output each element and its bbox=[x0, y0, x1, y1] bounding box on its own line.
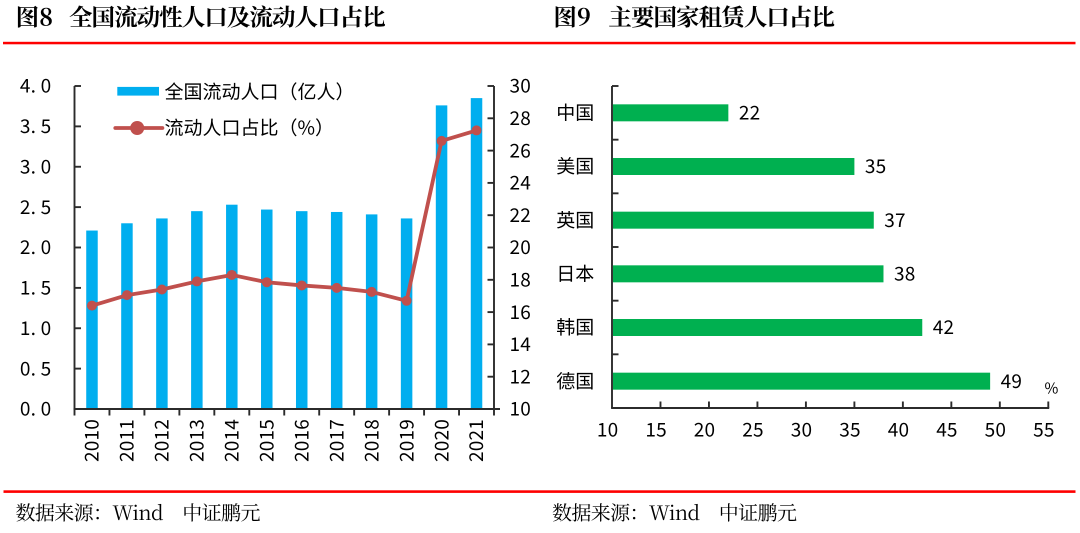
svg-text:30: 30 bbox=[510, 72, 532, 99]
svg-text:35: 35 bbox=[865, 152, 887, 179]
svg-text:2017: 2017 bbox=[322, 419, 349, 462]
svg-text:50: 50 bbox=[985, 416, 1007, 443]
svg-text:%: % bbox=[1045, 378, 1059, 399]
svg-text:2012: 2012 bbox=[148, 419, 175, 462]
svg-text:3. 5: 3. 5 bbox=[20, 112, 51, 139]
svg-text:美国: 美国 bbox=[556, 152, 594, 179]
svg-text:26: 26 bbox=[510, 136, 532, 163]
svg-text:2019: 2019 bbox=[392, 419, 419, 462]
svg-text:35: 35 bbox=[839, 416, 861, 443]
svg-text:0. 5: 0. 5 bbox=[20, 354, 51, 381]
svg-text:2013: 2013 bbox=[183, 419, 210, 462]
svg-text:2021: 2021 bbox=[462, 419, 489, 462]
svg-text:20: 20 bbox=[694, 416, 716, 443]
svg-text:全国流动人口（亿人）: 全国流动人口（亿人） bbox=[165, 77, 355, 104]
svg-text:中国: 中国 bbox=[556, 99, 594, 126]
svg-text:德国: 德国 bbox=[556, 367, 594, 394]
svg-text:流动人口占比（%）: 流动人口占比（%） bbox=[165, 113, 335, 140]
svg-text:数据来源：Wind 中证鹏元: 数据来源：Wind 中证鹏元 bbox=[16, 497, 261, 526]
svg-text:15: 15 bbox=[645, 416, 667, 443]
svg-text:2015: 2015 bbox=[252, 419, 279, 462]
svg-text:1. 5: 1. 5 bbox=[20, 274, 51, 301]
svg-text:16: 16 bbox=[510, 298, 532, 325]
svg-text:24: 24 bbox=[510, 169, 532, 196]
svg-text:2018: 2018 bbox=[357, 419, 384, 462]
svg-text:42: 42 bbox=[933, 313, 955, 340]
svg-text:2011: 2011 bbox=[113, 419, 140, 462]
svg-text:38: 38 bbox=[894, 260, 916, 287]
svg-text:14: 14 bbox=[510, 330, 532, 357]
svg-text:2014: 2014 bbox=[218, 419, 245, 462]
svg-text:10: 10 bbox=[597, 416, 619, 443]
svg-text:45: 45 bbox=[936, 416, 958, 443]
svg-text:日本: 日本 bbox=[556, 260, 594, 287]
svg-text:1. 0: 1. 0 bbox=[20, 314, 51, 341]
svg-text:主要国家租赁人口占比: 主要国家租赁人口占比 bbox=[608, 0, 834, 32]
svg-text:2. 0: 2. 0 bbox=[20, 233, 51, 260]
svg-text:2010: 2010 bbox=[78, 419, 105, 462]
svg-text:20: 20 bbox=[510, 233, 532, 260]
svg-text:韩国: 韩国 bbox=[556, 313, 594, 340]
svg-text:2020: 2020 bbox=[427, 419, 454, 462]
svg-text:图8: 图8 bbox=[16, 0, 53, 32]
svg-text:25: 25 bbox=[742, 416, 764, 443]
svg-text:数据来源：Wind 中证鹏元: 数据来源：Wind 中证鹏元 bbox=[552, 497, 797, 526]
svg-text:22: 22 bbox=[739, 99, 761, 126]
svg-text:2016: 2016 bbox=[287, 419, 314, 462]
svg-text:英国: 英国 bbox=[556, 206, 594, 233]
svg-text:28: 28 bbox=[510, 104, 532, 131]
svg-text:图9: 图9 bbox=[553, 0, 591, 32]
svg-text:55: 55 bbox=[1033, 416, 1055, 443]
svg-text:2. 5: 2. 5 bbox=[20, 193, 51, 220]
svg-text:22: 22 bbox=[510, 201, 532, 228]
svg-text:4. 0: 4. 0 bbox=[20, 72, 51, 99]
svg-text:18: 18 bbox=[510, 266, 532, 293]
svg-text:37: 37 bbox=[884, 206, 906, 233]
svg-text:40: 40 bbox=[888, 416, 910, 443]
svg-text:全国流动性人口及流动人口占比: 全国流动性人口及流动人口占比 bbox=[69, 0, 385, 32]
svg-text:12: 12 bbox=[510, 362, 532, 389]
svg-text:30: 30 bbox=[791, 416, 813, 443]
svg-text:3. 0: 3. 0 bbox=[20, 152, 51, 179]
svg-text:49: 49 bbox=[1001, 367, 1023, 394]
svg-text:10: 10 bbox=[510, 395, 532, 422]
svg-text:0. 0: 0. 0 bbox=[20, 395, 51, 422]
